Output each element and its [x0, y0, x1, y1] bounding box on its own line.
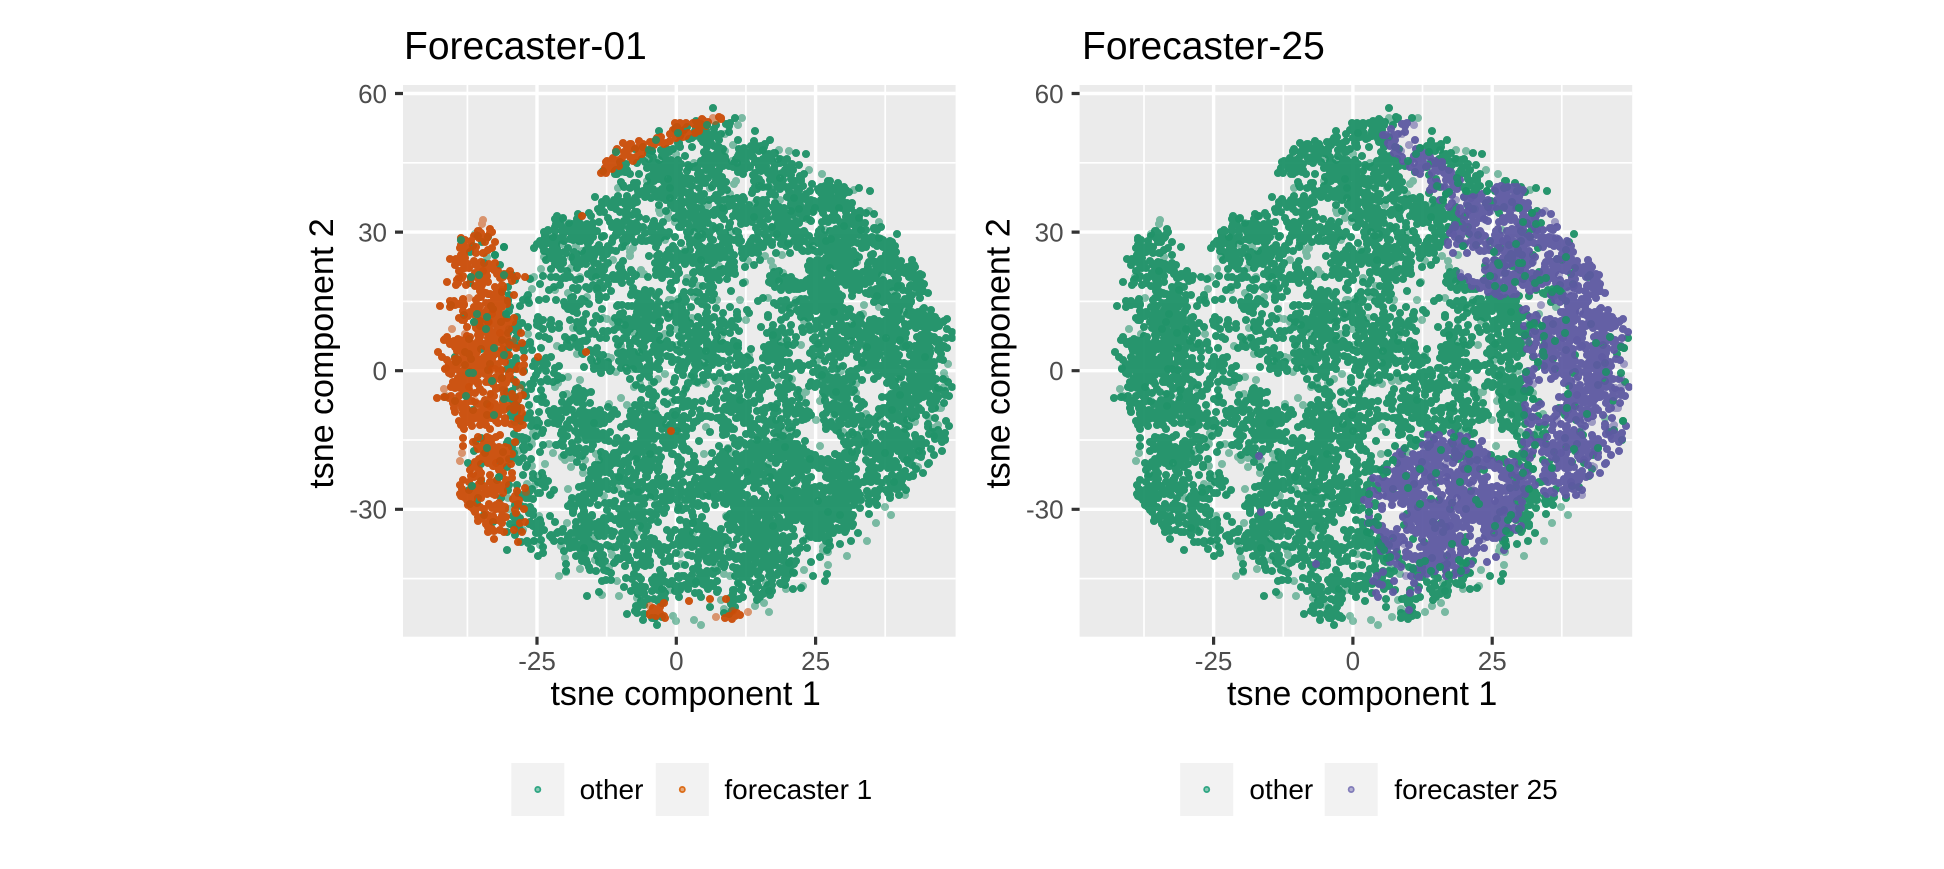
- svg-text:60: 60: [1035, 79, 1064, 109]
- svg-text:-25: -25: [1195, 646, 1233, 676]
- svg-text:other: other: [580, 774, 644, 805]
- svg-text:25: 25: [1478, 646, 1507, 676]
- svg-text:Forecaster-25: Forecaster-25: [1082, 25, 1325, 68]
- svg-text:tsne component 2: tsne component 2: [303, 218, 341, 488]
- svg-text:tsne component 2: tsne component 2: [980, 218, 1018, 488]
- svg-text:-30: -30: [349, 495, 387, 525]
- svg-text:30: 30: [1035, 217, 1064, 247]
- svg-text:-30: -30: [1026, 495, 1064, 525]
- svg-text:forecaster 25: forecaster 25: [1394, 774, 1557, 805]
- svg-text:other: other: [1249, 774, 1313, 805]
- svg-text:forecaster 1: forecaster 1: [724, 774, 872, 805]
- svg-text:0: 0: [1049, 356, 1063, 386]
- svg-text:-25: -25: [518, 646, 556, 676]
- svg-text:tsne component 1: tsne component 1: [1227, 675, 1497, 713]
- svg-text:30: 30: [358, 217, 387, 247]
- svg-text:tsne component 1: tsne component 1: [550, 675, 820, 713]
- svg-text:60: 60: [358, 79, 387, 109]
- svg-text:0: 0: [373, 356, 387, 386]
- svg-text:Forecaster-01: Forecaster-01: [404, 25, 647, 68]
- svg-text:0: 0: [1346, 646, 1360, 676]
- svg-text:0: 0: [669, 646, 683, 676]
- svg-text:25: 25: [801, 646, 830, 676]
